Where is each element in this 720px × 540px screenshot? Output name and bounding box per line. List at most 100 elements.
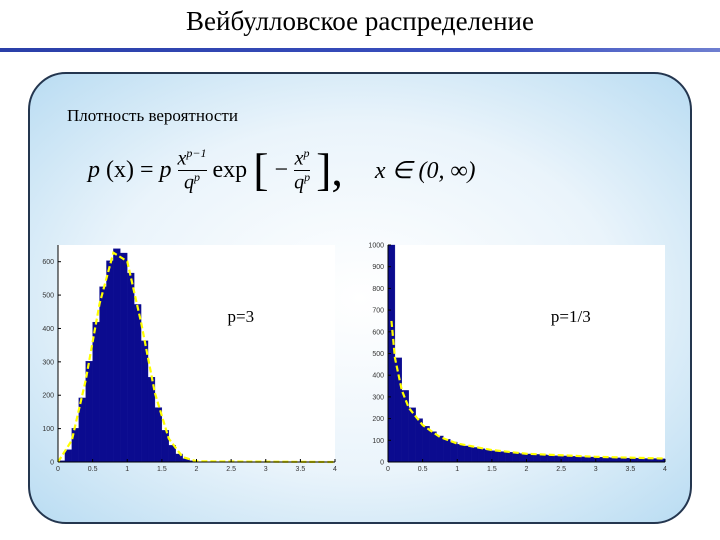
histogram-bar (443, 439, 451, 463)
y-tick-label: 400 (42, 326, 54, 333)
y-tick-label: 1000 (368, 243, 384, 250)
formula-part: x (177, 147, 187, 170)
annotation: p=1/3 (551, 307, 591, 326)
formula-part: − (274, 156, 289, 183)
annotation: p=3 (228, 307, 255, 326)
y-tick-label: 0 (50, 460, 54, 467)
histogram-bar (113, 248, 121, 463)
x-tick-label: 0 (386, 466, 390, 473)
histogram-bar (512, 452, 520, 463)
y-tick-label: 100 (42, 426, 54, 433)
histogram-bar (526, 453, 534, 463)
formula-part: p (303, 145, 310, 160)
fraction: xp qp (294, 145, 311, 194)
formula-part: x (294, 147, 304, 170)
y-tick-label: 700 (372, 308, 384, 315)
plot-area (388, 245, 665, 462)
histogram-bar (92, 321, 100, 463)
histogram-bar (623, 457, 631, 463)
histogram-bar (477, 448, 486, 463)
histogram-bar (505, 452, 513, 463)
y-tick-label: 600 (372, 329, 384, 336)
formula-part: p (159, 156, 172, 183)
x-tick-label: 0 (56, 466, 60, 473)
histogram-bar (498, 451, 506, 463)
fraction: xp−1 qp (177, 145, 207, 194)
formula-part: p−1 (186, 145, 207, 160)
histogram-bar (470, 447, 479, 463)
histogram-bar (161, 430, 169, 463)
formula-part: = (139, 156, 154, 183)
title-rule (0, 48, 720, 52)
formula-part: p (88, 156, 100, 183)
x-tick-label: 1.5 (157, 466, 167, 473)
y-tick-label: 600 (42, 259, 54, 266)
x-tick-label: 0.5 (418, 466, 428, 473)
fit-curve (390, 320, 666, 460)
fit-curve (57, 250, 336, 464)
histogram-bar (560, 455, 569, 463)
formula-part: p (304, 169, 311, 184)
x-tick-label: 4 (333, 466, 337, 473)
histogram-bar (533, 454, 541, 463)
histogram-bar (464, 445, 472, 463)
x-tick-label: 1 (125, 466, 129, 473)
x-tick-label: 2 (525, 466, 529, 473)
histogram-bar (567, 456, 576, 463)
slide-title: Вейбулловское распределение (186, 6, 534, 36)
histogram-bar (547, 455, 555, 463)
histogram-bar (436, 435, 444, 463)
x-tick-label: 2.5 (226, 466, 236, 473)
y-tick-label: 100 (372, 438, 384, 445)
formula-part: (x) (106, 156, 134, 183)
histogram-bar (127, 272, 135, 463)
x-tick-label: 2.5 (556, 466, 566, 473)
histogram-bar (99, 286, 107, 463)
histogram-bar (574, 456, 583, 463)
formula-part: [ (253, 144, 269, 195)
y-tick-label: 900 (372, 264, 384, 271)
formula-part: q (294, 171, 305, 194)
y-tick-label: 500 (372, 351, 384, 358)
x-tick-label: 3 (594, 466, 598, 473)
y-tick-label: 300 (42, 359, 54, 366)
x-tick-label: 1.5 (487, 466, 497, 473)
x-tick-label: 3.5 (296, 466, 306, 473)
x-tick-label: 3 (264, 466, 268, 473)
histogram-bar (429, 431, 437, 463)
y-tick-label: 500 (42, 293, 54, 300)
histogram-bar (140, 340, 149, 463)
histogram-bar (491, 450, 499, 463)
x-tick-label: 3.5 (626, 466, 636, 473)
formula-part: x ∈ (0, ∞) (374, 157, 476, 184)
formula-part: exp (212, 156, 248, 183)
x-tick-label: 1 (455, 466, 459, 473)
y-tick-label: 400 (372, 373, 384, 380)
histogram-bar (484, 449, 493, 463)
y-tick-label: 200 (372, 416, 384, 423)
histogram-bar (120, 252, 128, 463)
formula-part: p (194, 169, 201, 184)
x-tick-label: 0.5 (88, 466, 98, 473)
formula-part: ], (316, 144, 343, 195)
formula-part: q (184, 171, 195, 194)
histogram-bar (422, 426, 430, 463)
histogram-bar (106, 260, 114, 463)
histogram-bar (450, 441, 458, 463)
histogram-bar (540, 454, 548, 463)
histogram-bar (394, 357, 402, 463)
histogram-bar (581, 456, 589, 463)
y-tick-label: 200 (42, 393, 54, 400)
y-tick-label: 800 (372, 286, 384, 293)
histogram-bar (457, 444, 465, 463)
y-tick-label: 300 (372, 394, 384, 401)
formula: p (x) = p xp−1 qp exp [ − xp qp ], x ∈ (… (88, 140, 476, 200)
section-label: Плотность вероятности (67, 106, 238, 125)
histogram-bar (519, 453, 527, 463)
x-tick-label: 4 (663, 466, 667, 473)
x-tick-label: 2 (195, 466, 199, 473)
histogram-bar (554, 455, 562, 463)
y-tick-label: 0 (380, 460, 384, 467)
